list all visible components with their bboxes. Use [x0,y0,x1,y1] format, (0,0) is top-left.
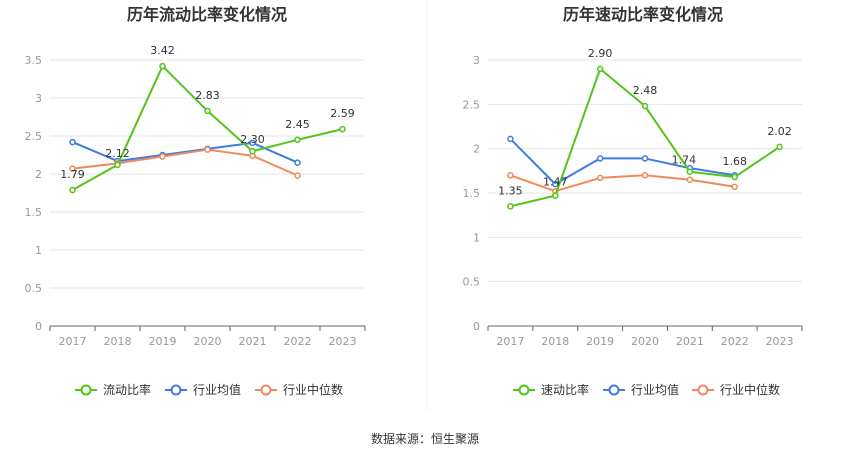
x-tick-label: 2021 [239,335,267,348]
data-point [69,165,76,172]
x-tick-label: 2018 [104,335,132,348]
y-tick-label: 0.5 [25,282,43,295]
y-tick-label: 1.5 [463,187,481,200]
data-point [641,155,649,162]
data-point [204,146,211,153]
y-tick-label: 3.5 [25,54,43,67]
legend-marker [80,384,92,396]
data-point [204,107,211,115]
data-label: 3.42 [150,44,175,57]
data-point [641,172,649,179]
data-point [159,62,166,70]
data-label: 1.68 [722,155,747,168]
chart-title: 历年流动比率变化情况 [127,5,287,24]
quick-ratio-chart: 历年速动比率变化情况 0 0.5 1 1.5 2 2.5 3 2017 2018 2019 2020 2… [463,5,803,397]
x-tick-label: 2018 [541,335,569,348]
data-label: 2.59 [330,107,355,120]
data-point [249,139,256,147]
data-point [114,161,121,169]
y-tick-label: 1 [35,244,42,257]
data-point [596,174,604,182]
y-tick-label: 2 [35,168,42,181]
data-label: 2.45 [285,118,310,131]
data-label: 2.12 [105,147,130,160]
legend-marker [260,384,272,396]
legend-marker [608,384,620,396]
data-source-note: 数据来源：恒生聚源 [370,432,479,446]
data-point [686,176,694,183]
data-label: 1.35 [498,184,523,197]
y-tick-label: 3 [35,92,42,105]
data-point [249,147,256,155]
legend-marker [170,384,182,396]
y-tick-label: 0 [35,320,42,333]
legend-label: 行业均值 [631,382,679,397]
data-label: 2.48 [633,84,658,97]
data-point [731,173,738,181]
data-point [731,183,738,191]
y-tick-label: 2.5 [25,130,43,143]
data-label: 2.83 [195,89,220,102]
legend-label: 流动比率 [103,382,151,397]
data-point [552,192,559,199]
data-point [596,155,604,162]
data-point [641,102,649,110]
legend-marker [518,384,530,396]
x-tick-label: 2020 [631,335,659,348]
data-point [294,159,301,166]
data-point [69,186,76,194]
data-point [294,172,301,179]
series-line-1 [72,141,298,164]
series-line-1 [509,138,735,186]
legend-label: 速动比率 [541,382,589,397]
x-tick-label: 2023 [329,335,357,348]
legend-marker [697,384,709,396]
data-label: 1.47 [543,176,568,189]
y-tick-label: 0.5 [463,276,481,289]
y-tick-label: 1.5 [25,206,43,219]
x-tick-label: 2022 [284,335,312,348]
x-tick-label: 2019 [586,335,614,348]
x-tick-label: 2019 [149,335,177,348]
x-tick-label: 2017 [59,335,87,348]
data-label: 1.79 [60,168,85,181]
y-tick-label: 2.5 [463,98,481,111]
data-label: 1.74 [672,154,697,167]
x-tick-label: 2023 [766,335,794,348]
y-tick-label: 1 [473,231,480,244]
data-label: 2.30 [240,133,265,146]
current-ratio-chart: 历年流动比率变化情况 0 0.5 1 1.5 2 2.5 3 3.5 2017 2018 2019 20… [25,5,366,397]
series-line-2 [510,174,735,193]
legend-label: 行业均值 [193,382,241,397]
chart-title: 历年速动比率变化情况 [563,5,723,24]
y-tick-label: 0 [473,320,480,333]
data-point [294,136,301,144]
data-label: 2.02 [767,125,792,138]
data-point [552,180,559,188]
data-point [776,143,783,151]
y-tick-label: 3 [473,54,480,67]
x-tick-label: 2022 [721,335,749,348]
data-point [686,168,694,175]
x-tick-label: 2021 [676,335,704,348]
data-point [596,65,604,73]
legend-label: 行业中位数 [720,382,780,397]
data-point [69,138,76,146]
series-line-2 [72,148,298,177]
data-point [507,172,514,179]
data-point [507,203,514,210]
x-tick-label: 2020 [194,335,222,348]
data-point [159,153,166,160]
y-tick-label: 2 [473,143,480,156]
data-point [507,135,514,143]
data-point [339,125,346,133]
legend-label: 行业中位数 [283,382,343,397]
data-label: 2.90 [588,47,613,60]
x-tick-label: 2017 [496,335,524,348]
